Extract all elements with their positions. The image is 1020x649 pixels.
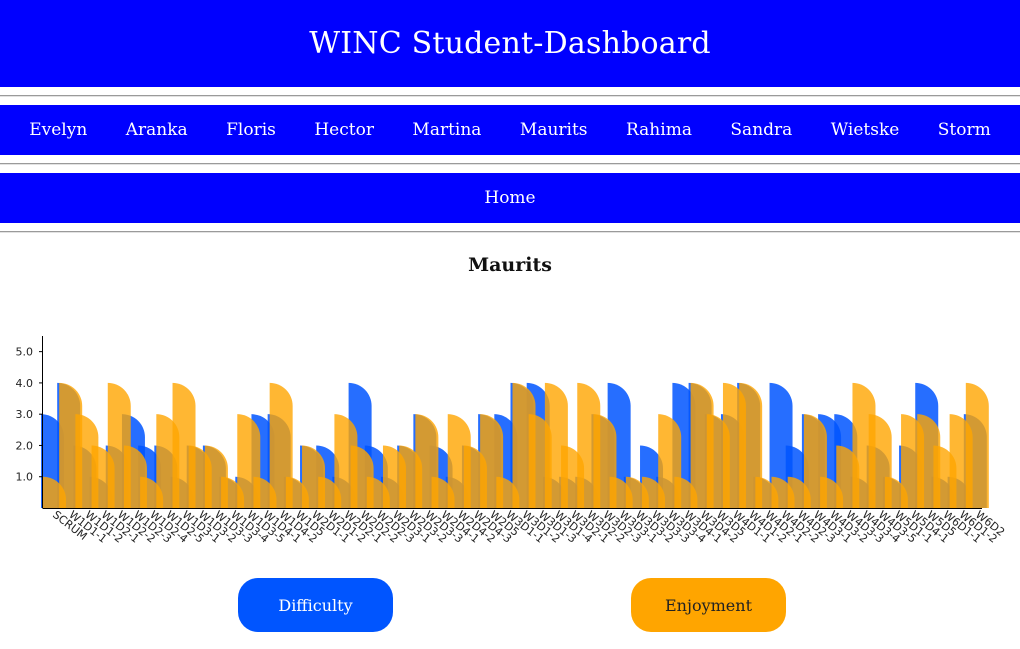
enjoyment-toggle-button[interactable]: Enjoyment [631,578,786,632]
y-tick-label: 3.0 [16,408,34,421]
nav-student-martina[interactable]: Martina [412,120,482,140]
y-tick-labels: 1.0 2.0 3.0 4.0 5.0 [16,346,43,484]
nav-home-link[interactable]: Home [484,188,536,208]
student-name-heading: Maurits [468,254,552,276]
divider [0,163,1020,165]
divider [0,231,1020,233]
student-nav: Evelyn Aranka Floris Hector Martina Maur… [0,105,1020,155]
nav-student-aranka[interactable]: Aranka [125,120,188,140]
difficulty-toggle-button[interactable]: Difficulty [238,578,393,632]
y-tick-label: 4.0 [16,377,34,390]
nav-student-maurits[interactable]: Maurits [519,120,588,140]
nav-student-sandra[interactable]: Sandra [730,120,793,140]
nav-student-hector[interactable]: Hector [314,120,374,140]
nav-student-rahima[interactable]: Rahima [625,120,692,140]
page-header: WINC Student-Dashboard [0,0,1020,87]
enjoyment-bar [739,382,763,508]
y-tick-label: 5.0 [16,346,34,359]
enjoyment-bars [43,382,989,508]
nav-student-wietske[interactable]: Wietske [830,120,900,140]
enjoyment-bar [965,382,989,508]
ratings-bar-chart: 1.0 2.0 3.0 4.0 5.0 SCRUMW1D1-1W1D1-2W1D2-1W… [16,336,1007,546]
nav-student-storm[interactable]: Storm [937,120,991,140]
nav-student-evelyn[interactable]: Evelyn [29,120,88,140]
x-tick-labels: SCRUMW1D1-1W1D1-2W1D2-1W1D2-2W1D2-3W1D2-… [50,508,1007,546]
chart-axes [42,336,982,509]
enjoyment-bar [269,382,293,508]
y-tick-label: 2.0 [16,439,34,452]
page-title: WINC Student-Dashboard [309,26,711,61]
home-nav: Home [0,173,1020,223]
nav-student-floris[interactable]: Floris [226,120,276,140]
divider [0,95,1020,97]
y-tick-label: 1.0 [16,471,34,484]
